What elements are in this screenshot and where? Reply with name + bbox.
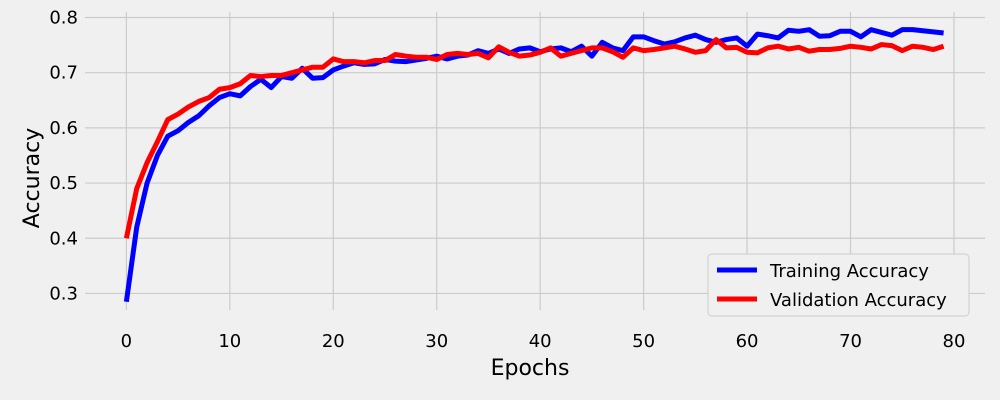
legend-label-training: Training Accuracy [769, 261, 929, 282]
x-tick-label: 80 [943, 331, 966, 352]
legend: Training Accuracy Validation Accuracy [707, 253, 970, 317]
y-tick-label: 0.6 [49, 118, 78, 139]
x-tick-label: 60 [736, 331, 759, 352]
legend-box [707, 253, 970, 317]
series-line-validation-accuracy [123, 37, 945, 239]
x-tick-label: 70 [839, 331, 862, 352]
series-line-training-accuracy [123, 27, 944, 303]
y-tick-label: 0.4 [49, 228, 78, 249]
y-tick-label: 0.3 [49, 283, 78, 304]
y-tick-label: 0.5 [49, 173, 78, 194]
x-axis-title: Epochs [491, 356, 570, 381]
series-lines [123, 27, 945, 303]
x-tick-label: 20 [322, 331, 345, 352]
y-tick-label: 0.8 [49, 8, 78, 29]
x-tick-label: 0 [121, 331, 132, 352]
x-tick-label: 30 [425, 331, 448, 352]
legend-label-validation: Validation Accuracy [770, 290, 947, 311]
y-axis-title: Accuracy [20, 128, 45, 228]
tick-labels: 0 10 20 30 40 50 60 70 80 0.3 0.4 0.5 0.6 0.7 0.8 [49, 8, 965, 352]
x-tick-label: 50 [632, 331, 655, 352]
x-tick-label: 10 [218, 331, 241, 352]
y-tick-label: 0.7 [49, 63, 78, 84]
x-tick-label: 40 [529, 331, 552, 352]
